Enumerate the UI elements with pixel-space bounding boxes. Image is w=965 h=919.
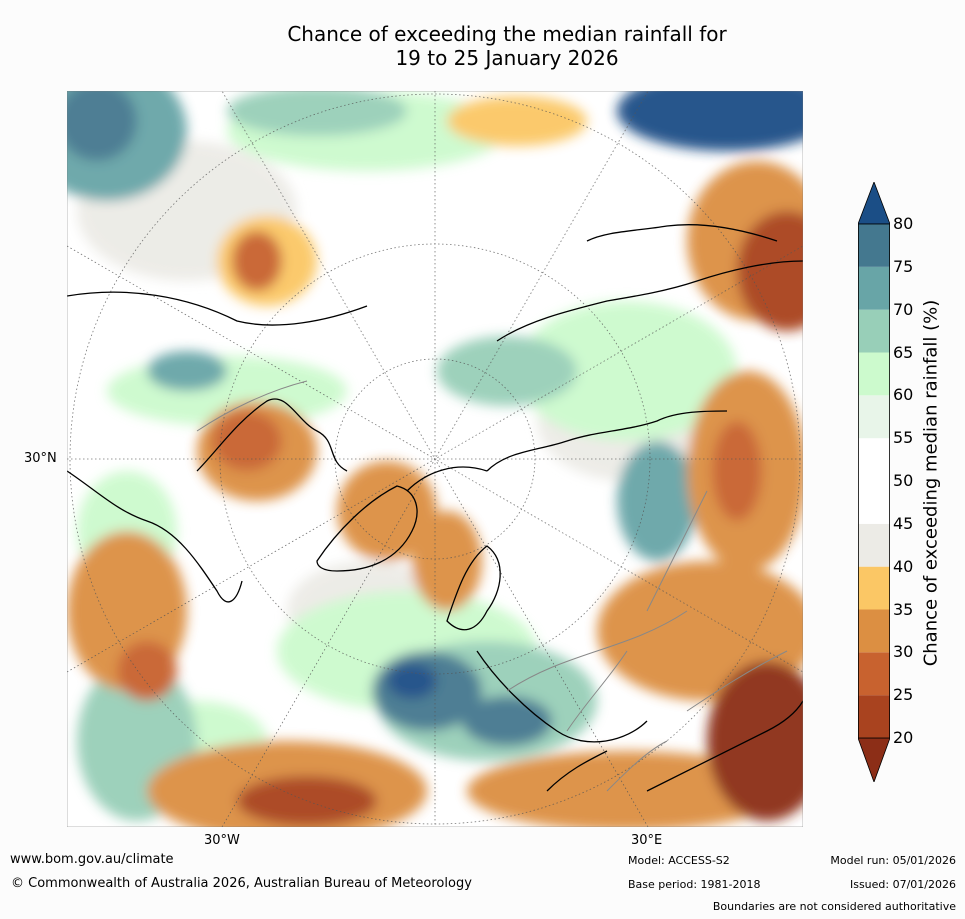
title-line-1: Chance of exceeding the median rainfall … — [287, 22, 727, 46]
base-period: Base period: 1981-2018 — [628, 878, 761, 891]
colorbar — [858, 182, 890, 782]
colorbar-band-25-30 — [858, 652, 890, 696]
colorbar-band-35-40 — [858, 566, 890, 610]
website-link[interactable]: www.bom.gov.au/climate — [10, 852, 174, 867]
colorbar-tick-label: 70 — [893, 299, 914, 319]
colorbar-tick-label: 65 — [893, 342, 914, 362]
colorbar-tick-label: 20 — [893, 728, 914, 747]
lon-label-30w: 30°W — [204, 833, 240, 848]
lon-label-30e: 30°E — [631, 833, 663, 848]
colorbar-arrow-low — [858, 737, 890, 782]
colorbar-band-30-35 — [858, 609, 890, 653]
colorbar-band-75-80 — [858, 224, 890, 267]
country-boundaries — [196, 380, 788, 792]
colorbar-label: Chance of exceeding median rainfall (%) — [920, 299, 942, 667]
probability-field — [67, 91, 803, 827]
title-line-2: 19 to 25 January 2026 — [395, 46, 619, 70]
colorbar-band-65-70 — [858, 309, 890, 353]
colorbar-band-50-55 — [858, 438, 890, 481]
colorbar-tick-label: 50 — [893, 471, 914, 490]
colorbar-tick-label: 45 — [893, 513, 914, 533]
colorbar-tick-label: 35 — [893, 599, 914, 619]
boundary-disclaimer: Boundaries are not considered authoritat… — [712, 900, 956, 913]
colorbar-tick-label: 40 — [893, 556, 914, 576]
colorbar-arrow-high — [858, 182, 890, 225]
model-name: Model: ACCESS-S2 — [628, 854, 730, 867]
colorbar-tick-label: 25 — [893, 685, 914, 705]
colorbar-band-40-45 — [858, 523, 890, 567]
graticule — [67, 91, 803, 827]
colorbar-band-60-65 — [858, 352, 890, 396]
chart-title: Chance of exceeding the median rainfall … — [0, 22, 965, 70]
colorbar-band-20-25 — [858, 695, 890, 738]
coastlines — [67, 224, 803, 792]
colorbar-band-45-50 — [858, 481, 890, 524]
colorbar-tick-label: 80 — [893, 214, 914, 233]
colorbar-band-70-75 — [858, 266, 890, 310]
colorbar-tick-label: 55 — [893, 428, 914, 448]
colorbar-tick-label: 60 — [893, 385, 914, 405]
colorbar-tick-label: 30 — [893, 642, 914, 662]
lat-label-30n: 30°N — [24, 451, 57, 466]
colorbar-band-55-60 — [858, 395, 890, 439]
colorbar-tick-label: 75 — [893, 256, 914, 276]
issued-date: Issued: 07/01/2026 — [849, 878, 956, 891]
rainfall-probability-map — [67, 91, 803, 827]
model-run-date: Model run: 05/01/2026 — [830, 854, 956, 867]
copyright-text: © Commonwealth of Australia 2026, Austra… — [11, 876, 472, 891]
